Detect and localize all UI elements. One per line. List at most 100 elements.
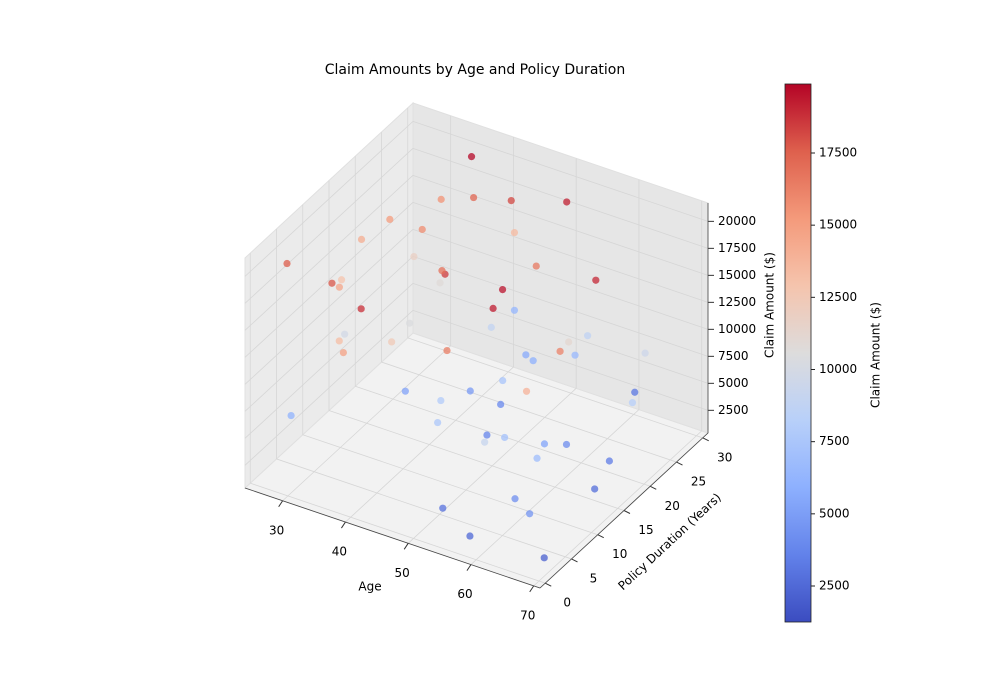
point — [507, 196, 515, 205]
point — [565, 338, 573, 346]
point — [556, 347, 564, 355]
grid-line — [244, 175, 414, 331]
y-tick — [676, 461, 683, 466]
x-tick — [341, 521, 346, 529]
point — [439, 504, 447, 512]
point — [584, 332, 592, 340]
y-tick-label: 0 — [563, 596, 571, 610]
grid-line — [244, 121, 414, 277]
y-tick-label: 15 — [638, 523, 653, 537]
colorbar-tick-label: 17500 — [819, 145, 857, 159]
grid-line — [244, 202, 414, 358]
grid-line — [412, 147, 709, 249]
colorbar-tick-label: 10000 — [819, 362, 857, 376]
y-tick — [650, 485, 657, 490]
x-axis-label: Age — [358, 580, 381, 594]
point — [434, 418, 442, 427]
point — [469, 193, 478, 202]
z-tick-label: 20000 — [718, 214, 756, 228]
point — [631, 388, 639, 396]
point — [628, 399, 637, 407]
point — [540, 440, 549, 448]
grid-line — [412, 255, 709, 357]
z-tick-label: 5000 — [718, 376, 749, 390]
z-tick-label: 12500 — [718, 295, 756, 309]
x-tick — [466, 564, 472, 571]
point — [388, 338, 396, 346]
point — [529, 357, 537, 365]
grid-line — [412, 282, 709, 384]
point — [357, 235, 366, 243]
y-tick — [623, 510, 631, 514]
point — [436, 279, 444, 287]
point — [401, 387, 409, 395]
y-tick — [571, 558, 578, 563]
point — [540, 554, 548, 562]
grid-line — [412, 174, 709, 276]
point — [501, 433, 509, 442]
point — [337, 276, 346, 284]
point — [562, 440, 571, 449]
x-tick — [278, 500, 284, 508]
y-tick-label: 30 — [717, 450, 732, 464]
x-tick — [403, 543, 409, 550]
point — [571, 351, 579, 359]
z-tick-label: 2500 — [718, 403, 749, 417]
y-tick-label: 5 — [590, 571, 598, 585]
point — [357, 305, 365, 313]
point — [418, 225, 426, 234]
colorbar — [784, 83, 812, 623]
point — [592, 276, 600, 284]
colorbar-tick-label: 7500 — [819, 434, 850, 448]
grid-line — [244, 256, 414, 412]
y-tick-label: 25 — [691, 475, 706, 489]
grid-line — [276, 458, 572, 560]
point — [283, 259, 291, 268]
axis-line — [539, 432, 709, 589]
grid-line — [244, 310, 414, 466]
grid-line — [381, 361, 677, 463]
grid-line — [328, 410, 625, 511]
point — [467, 153, 476, 161]
point — [481, 438, 489, 446]
point — [591, 485, 599, 493]
point — [532, 262, 540, 270]
point — [511, 495, 519, 503]
point — [499, 376, 507, 385]
axis-line — [244, 487, 541, 589]
colorbar-label: Claim Amount ($) — [869, 302, 883, 408]
z-tick-label: 10000 — [718, 322, 756, 336]
chart-title: Claim Amounts by Age and Policy Duration — [325, 62, 625, 78]
point — [526, 510, 534, 518]
y-tick-label: 10 — [612, 547, 627, 561]
y-tick — [702, 437, 709, 442]
point — [466, 532, 474, 540]
point — [483, 431, 491, 439]
point — [287, 411, 295, 420]
grid-line — [244, 229, 414, 385]
point — [641, 349, 649, 357]
point — [489, 304, 497, 313]
grid-line — [412, 309, 709, 411]
point — [510, 228, 519, 237]
point — [563, 198, 571, 206]
x-tick — [529, 585, 535, 593]
y-tick — [545, 582, 552, 587]
x-tick-label: 60 — [457, 587, 472, 601]
point — [533, 454, 541, 462]
point — [443, 346, 451, 355]
x-tick-label: 30 — [269, 523, 284, 537]
x-tick-label: 50 — [395, 566, 410, 580]
point — [335, 337, 343, 345]
grid-line — [412, 228, 709, 330]
x-tick-label: 70 — [520, 608, 535, 622]
point — [466, 387, 474, 395]
z-tick-label: 17500 — [718, 241, 756, 255]
grid-line — [250, 482, 546, 584]
point — [386, 215, 394, 224]
y-tick — [597, 534, 604, 539]
point — [335, 283, 343, 291]
point — [487, 323, 495, 331]
point — [522, 351, 530, 359]
